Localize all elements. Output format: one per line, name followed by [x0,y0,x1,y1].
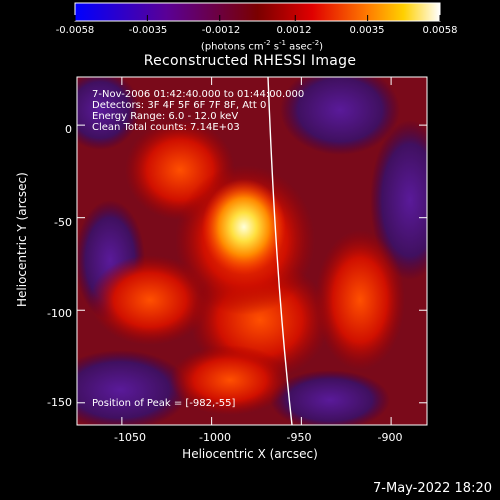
colorbar-tick-label: 0.0012 [276,25,312,36]
x-tick-label: -900 [377,431,403,444]
heatmap-peak-source [201,178,286,275]
colorbar [74,2,441,22]
chart-title: Reconstructed RHESSI Image [143,53,357,69]
colorbar-tick-label: 0.0058 [422,25,458,36]
colorbar-gradient [74,2,441,22]
heatmap-low-region [370,120,427,280]
x-tick-label: -950 [286,431,312,444]
heatmap-low-region [280,77,400,155]
x-axis-label: Heliocentric X (arcsec) [182,447,318,461]
heatmap-mid-region [315,230,405,370]
x-tick-label: -1050 [114,431,146,444]
annotation-energy-range: Energy Range: 6.0 - 12.0 keV [92,111,239,122]
colorbar-tick-label: -0.0058 [55,25,95,36]
colorbar-tick-label: 0.0035 [349,25,385,36]
y-tick-label: -150 [47,396,72,409]
annotation-clean-counts: Clean Total counts: 7.14E+03 [92,122,240,133]
annotation-detectors: Detectors: 3F 4F 5F 6F 7F 8F, Att 0 [92,100,267,111]
annotation-peak-position: Position of Peak = [-982,-55] [92,398,236,409]
y-tick-label: 0 [65,123,72,136]
y-tick-label: -50 [54,216,72,229]
x-tick-label: -1000 [199,431,231,444]
x-tickmarks [121,77,392,425]
colorbar-tick-label: -0.0035 [128,25,168,36]
heatmap-low-region [77,77,140,150]
heatmap-low-region [77,350,190,425]
y-tick-label: -100 [47,307,72,320]
colorbar-tickmarks [74,15,441,21]
heatmap-low-region [270,370,390,425]
y-tickmarks [77,124,427,404]
plot-frame [76,76,428,426]
y-axis-label: Heliocentric Y (arcsec) [15,172,29,307]
solar-limb-line [267,77,293,425]
colorbar-tick-label: -0.0012 [201,25,241,36]
footer-timestamp: 7-May-2022 18:20 [373,481,492,496]
annotation-time-range: 7-Nov-2006 01:42:40.000 to 01:44:00.000 [92,89,305,100]
heatmap-mid-region [90,255,210,345]
colorbar-unit-label: (photons cm-2 s-1 asec-2) [200,39,324,53]
heatmap-mid-region [170,345,290,415]
